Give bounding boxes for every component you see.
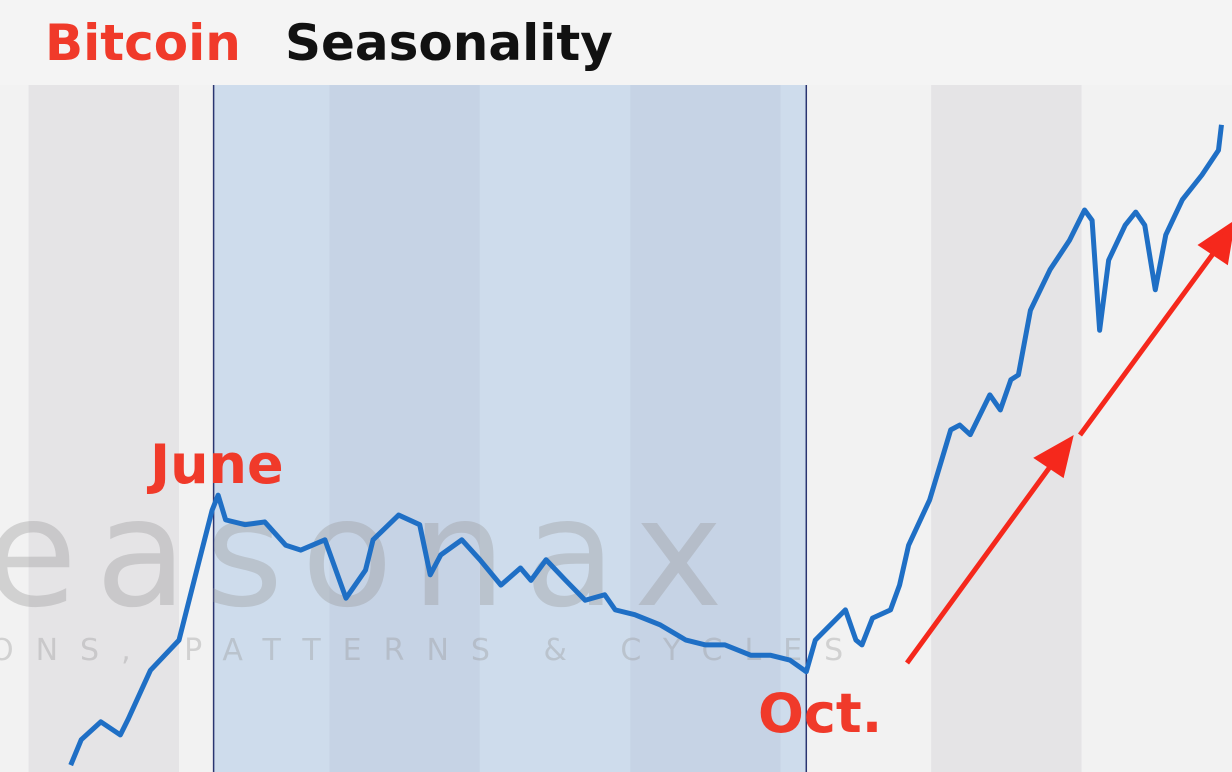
- series-line: [68, 124, 1224, 767]
- month-stripe: [1081, 85, 1232, 772]
- annotation-oct: Oct.: [758, 682, 882, 745]
- trend-arrows: [904, 221, 1232, 665]
- watermark-logo: easonax: [0, 467, 741, 641]
- title-rest: Seasonality: [285, 14, 613, 72]
- title-highlight: Bitcoin: [45, 14, 241, 72]
- month-stripe: [179, 85, 330, 772]
- month-stripe: [28, 85, 180, 772]
- month-stripe: [0, 85, 29, 772]
- watermark-tagline: ONS, PATTERNS & CYCLES: [0, 633, 865, 668]
- arrow-head: [1033, 435, 1074, 479]
- arrow: [904, 458, 1058, 665]
- month-stripe: [479, 85, 631, 772]
- header-background: [0, 0, 1232, 85]
- plot: [68, 124, 1224, 767]
- highlight-band: [213, 85, 807, 772]
- plot-background: [0, 85, 1232, 772]
- month-stripe: [329, 85, 480, 772]
- arrow-head: [1197, 221, 1232, 266]
- arrow: [1077, 245, 1221, 437]
- annotation-june: June: [146, 433, 284, 496]
